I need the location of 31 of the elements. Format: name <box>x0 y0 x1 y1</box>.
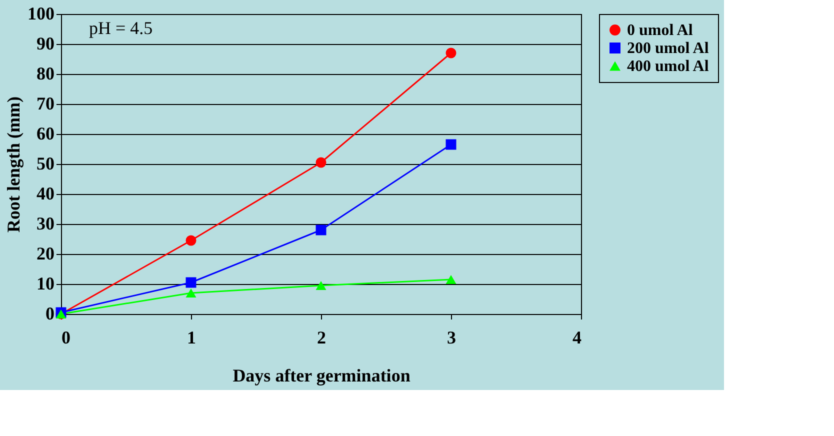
x-axis-title: Days after germination <box>232 366 410 386</box>
legend-label: 0 umol Al <box>627 22 694 39</box>
y-tick-label: 100 <box>28 4 54 24</box>
y-tick-label: 70 <box>36 94 54 114</box>
x-tick-label: 0 <box>62 328 70 348</box>
x-tick-label: 3 <box>447 328 456 348</box>
y-tick-label: 20 <box>36 244 54 264</box>
legend-label: 400 umol Al <box>627 58 710 75</box>
x-tick-label: 2 <box>317 328 326 348</box>
legend-label: 200 umol Al <box>627 40 710 57</box>
y-tick-label: 40 <box>36 184 54 204</box>
point <box>186 235 196 246</box>
y-tick-label: 10 <box>36 274 54 294</box>
point <box>186 288 196 298</box>
point <box>316 224 326 236</box>
point <box>316 157 326 168</box>
point <box>446 48 456 58</box>
y-axis-title: Root length (mm) <box>4 96 24 232</box>
y-tick-label: 0 <box>46 304 54 324</box>
x-tick-label: 4 <box>572 328 582 348</box>
point <box>446 139 456 150</box>
x-tick-label: 1 <box>187 328 196 348</box>
point <box>316 280 326 290</box>
y-tick-label: 90 <box>36 34 54 54</box>
annotation: pH = 4.5 <box>89 18 153 38</box>
point <box>186 277 196 288</box>
y-tick-label: 60 <box>36 124 54 144</box>
y-tick-label: 50 <box>36 154 54 174</box>
y-tick-label: 30 <box>36 214 54 234</box>
y-tick-label: 80 <box>36 64 54 84</box>
point <box>446 274 456 284</box>
